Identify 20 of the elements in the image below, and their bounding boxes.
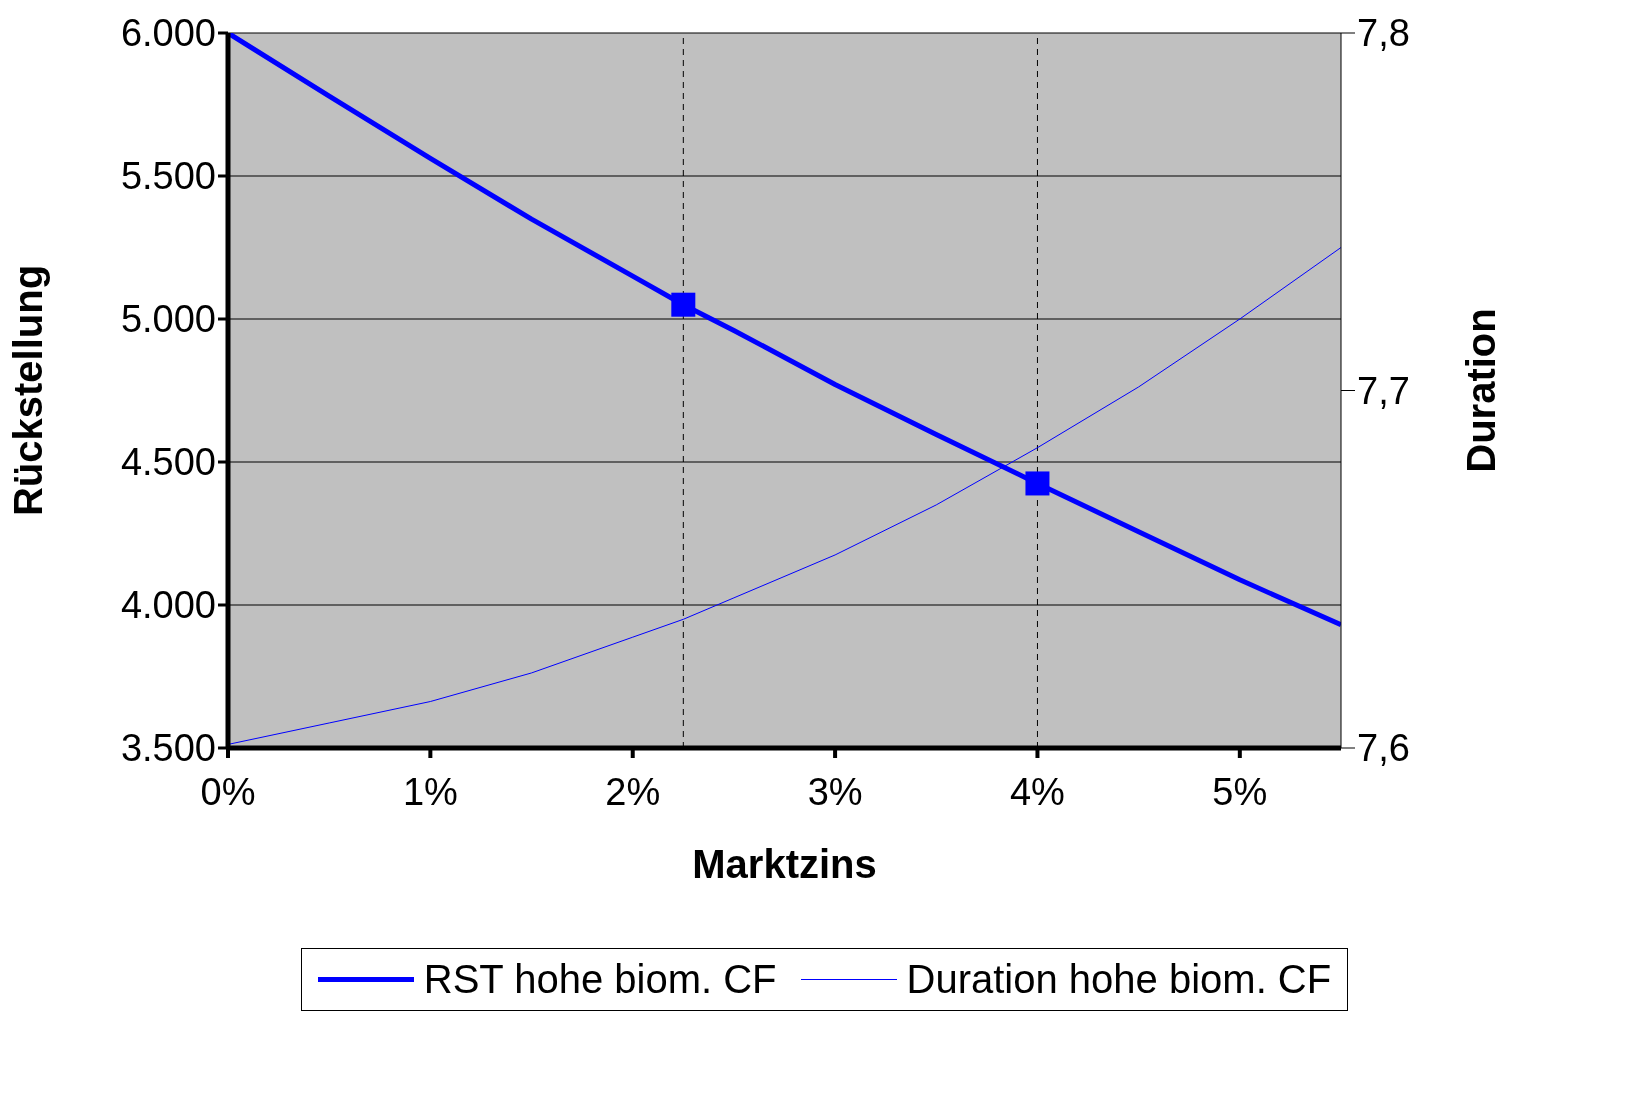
y-tick-label: 6.000: [120, 12, 216, 55]
y2-tick-label: 7,8: [1357, 12, 1410, 55]
y-tick-label: 4.500: [120, 441, 216, 484]
y-tick-label: 3.500: [120, 727, 216, 770]
x-tick-label: 5%: [1212, 770, 1268, 813]
y2-axis-title: Duration: [1459, 308, 1504, 473]
x-tick-label: 3%: [807, 770, 863, 813]
y-tick-label: 4.000: [120, 584, 216, 627]
y-tick-label: 5.000: [120, 298, 216, 341]
legend-label: Duration hohe biom. CF: [906, 957, 1332, 1002]
x-tick-label: 0%: [200, 770, 256, 813]
x-axis-title: Marktzins: [692, 842, 877, 886]
y2-tick-label: 7,7: [1357, 369, 1410, 412]
x-tick-label: 4%: [1009, 770, 1065, 813]
y-tick-label: 5.500: [120, 155, 216, 198]
y-axis-title: Rückstellung: [6, 264, 51, 517]
y2-tick-label: 7,6: [1357, 727, 1410, 770]
x-tick-label: 1%: [402, 770, 458, 813]
legend-label: RST hohe biom. CF: [423, 957, 777, 1002]
x-tick-label: 2%: [605, 770, 661, 813]
